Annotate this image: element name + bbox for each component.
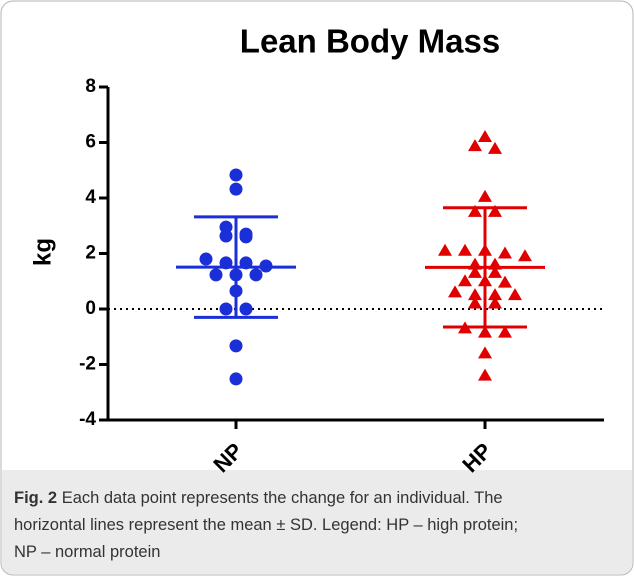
data-point (488, 296, 502, 309)
data-point (229, 372, 243, 386)
data-point (488, 288, 502, 301)
data-point (468, 288, 482, 301)
caption: Fig. 2 Each data point represents the ch… (14, 489, 503, 507)
data-point (229, 339, 243, 353)
data-point (478, 325, 492, 338)
data-point (468, 296, 482, 309)
data-point (478, 189, 492, 202)
caption-box (2, 470, 632, 574)
data-point (239, 302, 253, 316)
data-point (219, 220, 233, 234)
data-point (458, 243, 472, 256)
data-point (488, 141, 502, 154)
data-point (438, 243, 452, 256)
y-tick-label: 6 (85, 132, 96, 153)
data-point (478, 129, 492, 142)
y-tick-label: -2 (79, 354, 96, 375)
caption-line: NP – normal protein (14, 543, 160, 561)
data-point (229, 168, 243, 182)
y-tick-label: 4 (85, 187, 96, 208)
data-point (249, 268, 263, 282)
chart-title: Lean Body Mass (240, 23, 500, 60)
y-tick-label: -4 (79, 409, 96, 430)
data-point (488, 265, 502, 278)
data-point (199, 252, 213, 266)
y-axis-label: kg (29, 238, 56, 266)
data-point (458, 274, 472, 287)
data-point (518, 249, 532, 262)
data-point (448, 285, 462, 298)
data-point (219, 229, 233, 243)
data-point (468, 204, 482, 217)
data-point (229, 182, 243, 196)
data-point (488, 204, 502, 217)
data-point (239, 227, 253, 241)
data-point (468, 139, 482, 152)
data-point (478, 368, 492, 381)
data-point (478, 346, 492, 359)
data-point (468, 265, 482, 278)
data-point (498, 275, 512, 288)
data-point (508, 288, 522, 301)
caption-label: Fig. 2 (14, 489, 57, 507)
caption-line: Each data point represents the change fo… (62, 489, 503, 507)
data-point (498, 325, 512, 338)
data-point (498, 246, 512, 259)
y-tick-label: 0 (85, 298, 96, 319)
data-point (209, 268, 223, 282)
y-tick-label: 8 (85, 76, 96, 97)
data-point (219, 302, 233, 316)
y-tick-label: 2 (85, 243, 96, 264)
caption-line: horizontal lines represent the mean ± SD… (14, 516, 518, 534)
